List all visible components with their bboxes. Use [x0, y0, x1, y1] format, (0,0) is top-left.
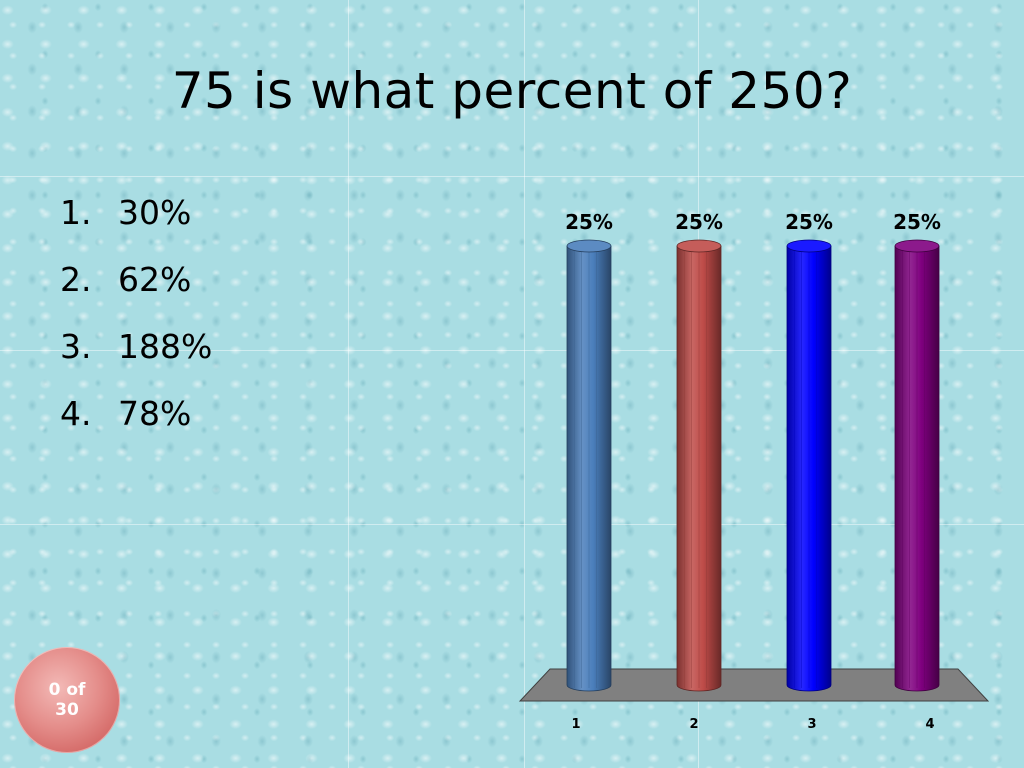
answer-number: 2.	[60, 260, 92, 299]
answer-list: 1. 30% 2. 62% 3. 188% 4. 78%	[60, 188, 212, 456]
background-gridline	[0, 524, 1024, 525]
answer-option-2: 2. 62%	[60, 255, 212, 322]
answer-text: 30%	[118, 193, 192, 232]
response-counter-line1: 0 of	[48, 680, 86, 700]
response-counter-badge: 0 of 30	[14, 647, 120, 753]
background-gridline	[348, 0, 349, 768]
slide-title: 75 is what percent of 250?	[171, 62, 853, 120]
background-gridline	[0, 176, 1024, 177]
bar-3	[786, 239, 832, 692]
x-tick-label-4: 4	[925, 717, 934, 732]
chart-floor	[518, 668, 990, 702]
answer-option-1: 1. 30%	[60, 188, 212, 255]
background-gridline	[524, 0, 525, 768]
answer-text: 62%	[118, 260, 192, 299]
bar-4	[894, 239, 940, 692]
x-tick-label-2: 2	[689, 717, 698, 732]
data-label-1: 25%	[565, 210, 613, 234]
data-label-2: 25%	[675, 210, 723, 234]
chart-bars	[566, 239, 940, 692]
chart-x-ticks: 1 2 3 4	[571, 717, 934, 732]
x-tick-label-3: 3	[807, 717, 816, 732]
answer-text: 188%	[118, 327, 213, 366]
answer-number: 1.	[60, 193, 92, 232]
bar-1	[566, 239, 612, 692]
chart-data-labels: 25% 25% 25% 25%	[565, 210, 941, 234]
answer-text: 78%	[118, 394, 192, 433]
x-tick-label-1: 1	[571, 717, 580, 732]
answer-number: 3.	[60, 327, 92, 366]
bar-2	[676, 239, 722, 692]
response-counter-line2: 30	[55, 700, 79, 720]
answer-number: 4.	[60, 394, 92, 433]
background-gridline	[0, 350, 1024, 351]
answer-option-3: 3. 188%	[60, 322, 212, 389]
data-label-3: 25%	[785, 210, 833, 234]
answer-option-4: 4. 78%	[60, 389, 212, 456]
data-label-4: 25%	[893, 210, 941, 234]
